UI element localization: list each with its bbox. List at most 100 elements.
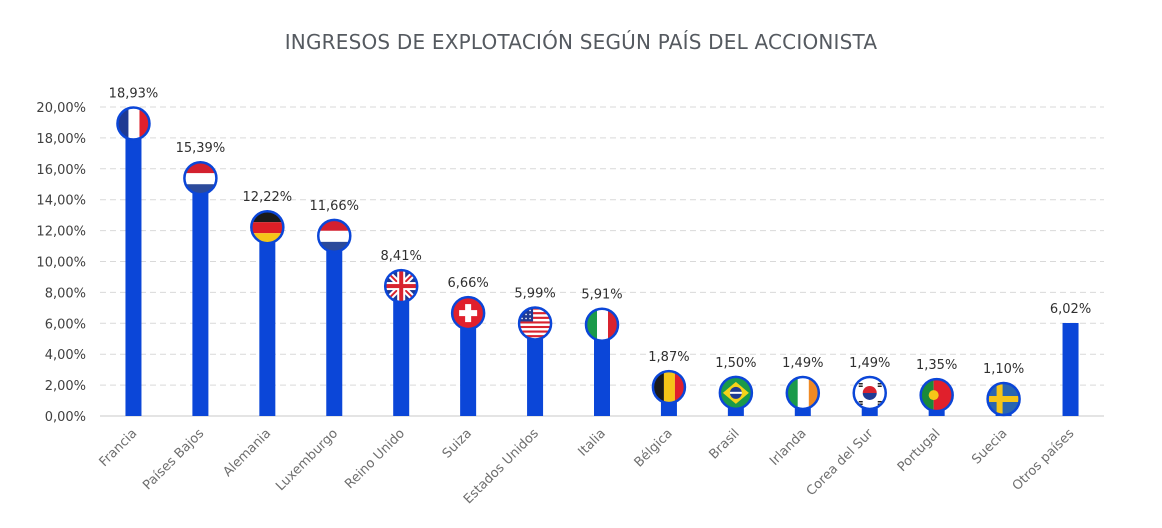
flag-part	[521, 317, 523, 320]
bar-estados-unidos	[527, 323, 544, 416]
netherlands-flag-icon	[317, 218, 352, 254]
x-tick-label: Suecia	[969, 426, 1010, 467]
x-tick-label: Italia	[576, 426, 609, 459]
x-tick-label: Países Bajos	[140, 426, 207, 493]
x-tick-label: Irlanda	[767, 426, 810, 469]
data-label: 1,50%	[715, 356, 756, 371]
y-tick-label: 18,00%	[36, 132, 86, 147]
data-label: 6,02%	[1050, 302, 1091, 317]
flag-part	[786, 376, 798, 409]
flag-part	[525, 317, 527, 320]
flag-part	[519, 335, 552, 338]
y-tick-label: 10,00%	[36, 256, 86, 271]
data-label: 1,10%	[983, 362, 1024, 377]
y-tick-label: 20,00%	[36, 101, 86, 116]
y-tick-label: 8,00%	[45, 286, 86, 301]
flag-part	[519, 325, 552, 329]
y-tick-label: 14,00%	[36, 194, 86, 209]
flag-part	[519, 328, 552, 331]
y-tick-label: 4,00%	[45, 348, 86, 363]
flag-part	[674, 371, 685, 404]
x-tick-label: Reino Unido	[342, 426, 408, 492]
flag-part	[858, 400, 863, 403]
flag-part	[128, 107, 140, 140]
flag-part	[862, 385, 877, 393]
flag-part	[251, 222, 284, 234]
data-label: 11,66%	[309, 199, 359, 214]
flag-part	[529, 313, 531, 316]
bar-suiza	[460, 313, 477, 416]
flag-part	[519, 323, 552, 326]
flag-part	[608, 308, 618, 341]
flag-part	[529, 309, 531, 312]
y-tick-label: 2,00%	[45, 379, 86, 394]
netherlands-flag-icon	[183, 160, 218, 196]
data-label: 5,99%	[514, 286, 555, 301]
flag-ring	[919, 377, 954, 413]
flag-part	[318, 230, 351, 242]
flag-ring	[116, 106, 151, 141]
flag-ring	[651, 369, 687, 405]
data-label: 12,22%	[243, 190, 293, 205]
flag-ring	[517, 306, 553, 341]
data-label: 1,35%	[916, 358, 957, 373]
bar-otros-países	[1062, 322, 1079, 416]
x-tick-label: Francia	[97, 426, 141, 470]
flag-ring	[317, 218, 352, 254]
bar-países-bajos	[192, 178, 209, 416]
flag-part	[877, 385, 882, 387]
italy-flag-icon	[584, 307, 620, 342]
usa-flag-icon	[517, 306, 553, 341]
bar-alemania	[259, 227, 276, 416]
x-tick-label: Portugal	[895, 426, 944, 475]
flag-part	[597, 308, 608, 341]
germany-flag-icon	[250, 209, 285, 245]
flag-ring	[383, 268, 419, 304]
x-tick-label: Otros países	[1010, 426, 1078, 494]
flag-part	[519, 321, 552, 324]
data-label: 18,93%	[109, 87, 159, 102]
switzerland-flag-icon	[450, 295, 486, 331]
bar-luxemburgo	[326, 235, 343, 416]
chart-title: INGRESOS DE EXPLOTACIÓN SEGÚN PAÍS DEL A…	[284, 30, 878, 54]
flag-part	[519, 316, 552, 319]
flag-part	[184, 184, 217, 195]
x-tick-label: Bélgica	[632, 426, 676, 470]
flag-part	[184, 173, 217, 185]
data-label: 8,41%	[381, 249, 422, 264]
flag-part	[652, 371, 664, 404]
flag-part	[184, 162, 217, 174]
flag-part	[858, 385, 863, 387]
data-label: 1,49%	[849, 356, 890, 371]
flag-part	[318, 241, 351, 252]
flag-part	[525, 313, 527, 316]
flag-ring	[785, 375, 821, 411]
flag-part	[318, 219, 351, 231]
france-flag-icon	[116, 106, 151, 141]
y-tick-label: 0,00%	[45, 410, 86, 425]
flag-part	[862, 392, 877, 400]
flag-ring	[450, 295, 486, 331]
y-tick-label: 16,00%	[36, 163, 86, 178]
data-label: 1,49%	[782, 356, 823, 371]
flag-ring	[852, 375, 887, 411]
flag-part	[933, 379, 953, 412]
x-tick-label: Corea del Sur	[804, 426, 877, 499]
flag-part	[521, 309, 523, 312]
x-tick-label: Suiza	[440, 426, 475, 461]
brazil-flag-icon	[718, 375, 754, 411]
flag-part	[928, 390, 939, 401]
flag-ring	[584, 307, 620, 342]
ireland-flag-icon	[785, 375, 821, 411]
data-label: 5,91%	[581, 288, 622, 303]
flag-part	[139, 107, 150, 140]
flag-part	[117, 107, 129, 140]
flag-part	[808, 376, 819, 409]
flag-part	[251, 211, 284, 223]
flag-part	[877, 382, 882, 385]
flag-part	[858, 382, 863, 385]
data-label: 15,39%	[176, 141, 226, 156]
uk-flag-icon	[383, 268, 419, 304]
x-tick-label: Luxemburgo	[273, 426, 341, 494]
flag-ring	[183, 160, 218, 196]
